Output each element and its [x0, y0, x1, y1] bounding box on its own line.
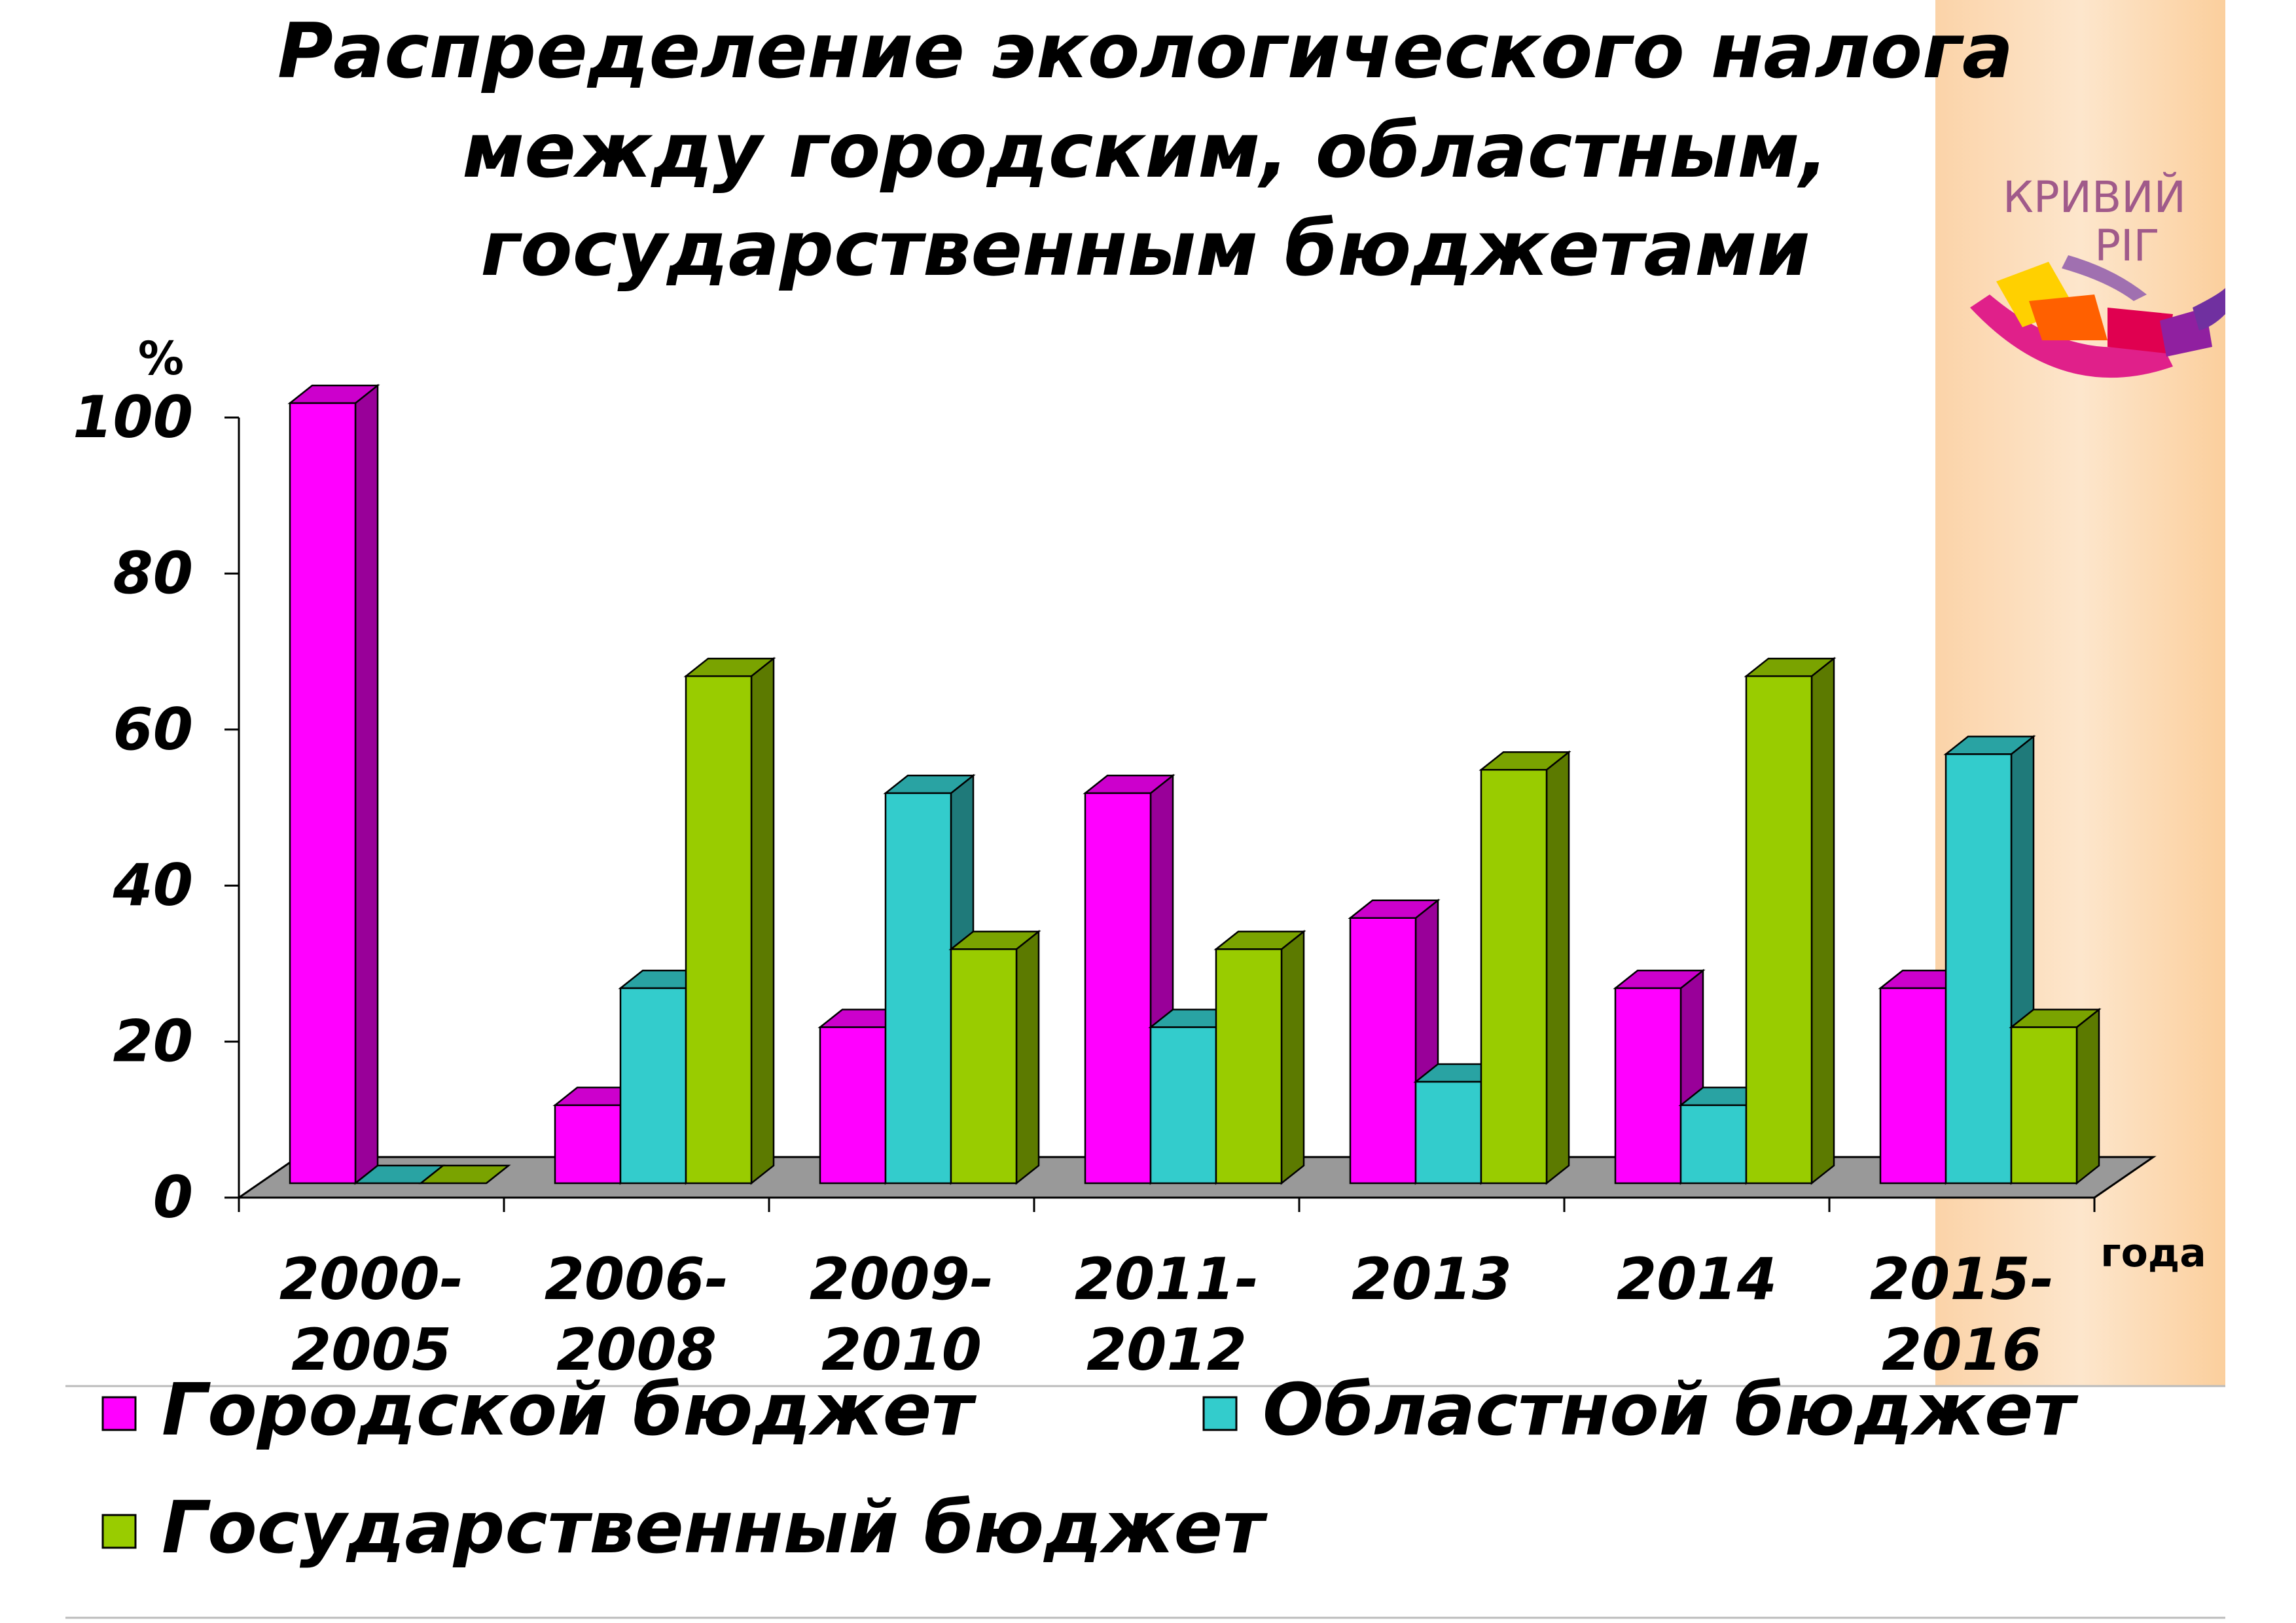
plot: 0204060801002000-20052006-20082009-20102… — [73, 383, 2157, 1383]
bar-front — [554, 1104, 622, 1185]
legend-swatch — [101, 1514, 137, 1549]
bar-top — [418, 1164, 511, 1185]
bar — [418, 1164, 511, 1185]
bar-front — [884, 792, 952, 1185]
y-tick-label: 40 — [113, 851, 193, 919]
legend-label: Областной бюджет — [1263, 1368, 2079, 1452]
logo-art — [1970, 255, 2225, 378]
y-tick-label: 100 — [73, 383, 193, 451]
bar-side — [2075, 1008, 2100, 1185]
y-tick-label: 0 — [153, 1164, 193, 1231]
chart-title: государственным бюджетами — [480, 205, 1810, 293]
y-tick-label: 80 — [113, 539, 193, 607]
bar-side — [1280, 929, 1305, 1185]
bar — [1479, 750, 1571, 1185]
bar-front — [685, 675, 753, 1185]
x-tick-label: 2000-2005 — [279, 1245, 463, 1383]
bar-front — [1945, 753, 2013, 1185]
bar — [2009, 1008, 2102, 1185]
bar-side — [1015, 929, 1040, 1185]
x-tick-label: 2015-2016 — [1870, 1245, 2054, 1383]
x-tick-label-line: 2000- — [279, 1245, 463, 1313]
bar-front — [1879, 987, 1947, 1185]
x-tick-label-line: 2011- — [1075, 1245, 1259, 1313]
bar-side — [354, 383, 379, 1185]
bar — [683, 656, 776, 1185]
logo-text: КРИВИЙ — [2003, 171, 2186, 223]
bar-front — [1679, 1104, 1748, 1185]
bar-front — [1349, 917, 1417, 1185]
x-tick-label: 2006-2008 — [545, 1245, 728, 1383]
chart-title: Распределение экологического налога — [278, 7, 2013, 96]
x-tick-label-line: 2010 — [821, 1316, 982, 1383]
y-tick-label: 60 — [113, 696, 193, 763]
x-tick-label: 2013 — [1352, 1245, 1512, 1313]
x-tick-label-line: 2006- — [545, 1245, 728, 1313]
x-tick-label-line: 2009- — [810, 1245, 994, 1313]
x-tick-label-line: 2012 — [1086, 1316, 1247, 1383]
legend-label: Городской бюджет — [162, 1368, 977, 1452]
x-axis-label: года — [2100, 1230, 2206, 1276]
bar — [287, 383, 380, 1185]
bar — [1744, 656, 1837, 1185]
x-tick-label-line: 2005 — [291, 1316, 452, 1383]
bar-front — [289, 402, 357, 1185]
bar-front — [2010, 1026, 2078, 1185]
x-tick-label-line: 2015- — [1870, 1245, 2054, 1313]
chart-title: между городским, областным, — [462, 107, 1828, 195]
legend-swatch — [1202, 1396, 1238, 1431]
bar-front — [1215, 948, 1283, 1185]
x-tick-label: 2014 — [1617, 1245, 1777, 1313]
legend-swatch — [101, 1396, 137, 1431]
bar-front — [1149, 1026, 1217, 1185]
bar-side — [750, 656, 775, 1185]
bar-front — [1745, 675, 1813, 1185]
bar-front — [1414, 1080, 1482, 1185]
bar-front — [950, 948, 1018, 1185]
bar — [948, 929, 1041, 1185]
bar-side — [1810, 656, 1835, 1185]
bar-front — [1614, 987, 1682, 1185]
legend-label: Государственный бюджет — [162, 1486, 1268, 1569]
x-tick-label: 2011-2012 — [1075, 1245, 1259, 1383]
bar-front — [819, 1026, 887, 1185]
logo-text: РІГ — [2094, 221, 2160, 271]
bar-side — [1545, 750, 1570, 1185]
x-tick-label-line: 2016 — [1882, 1316, 2042, 1383]
y-unit-label: % — [138, 332, 184, 385]
x-tick-label: 2009-2010 — [810, 1245, 994, 1383]
bar-front — [619, 987, 687, 1185]
y-tick-label: 20 — [113, 1008, 193, 1075]
bar-front — [1480, 768, 1548, 1185]
bar-front — [1084, 792, 1152, 1185]
x-tick-label-line: 2008 — [556, 1316, 717, 1383]
bar — [1213, 929, 1306, 1185]
